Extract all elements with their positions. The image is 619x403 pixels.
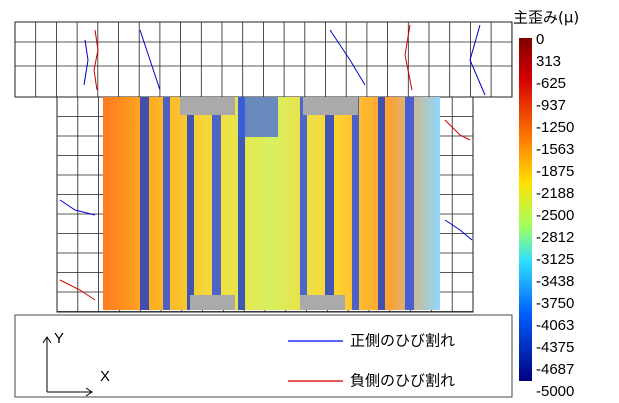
colorbar-tick-label: -625 (536, 75, 566, 92)
colorbar-tick-label: -2500 (536, 207, 574, 224)
colorbar-ticks: 0 313 -625 -937 -1250 -1563 -1875 -2188 -2500 -28… (536, 31, 574, 400)
plate (190, 295, 235, 310)
legend-negative: 負側のひび割れ (350, 372, 455, 390)
plate (180, 97, 235, 115)
stripe (378, 97, 385, 310)
colorbar-tick-label: -5000 (536, 383, 574, 400)
colorbar-tick-label: -4063 (536, 317, 574, 334)
colorbar-tick-label: -2188 (536, 185, 574, 202)
y-axis-label: Y (54, 330, 64, 347)
stripe (187, 97, 194, 310)
colorbar (519, 38, 532, 381)
cracks (59, 24, 486, 301)
stripe (212, 97, 221, 310)
legend-positive: 正側のひび割れ (350, 332, 455, 350)
colorbar-tick-label: -4375 (536, 339, 574, 356)
x-axis-label: X (100, 368, 110, 385)
stripe (238, 97, 245, 310)
legend-box (14, 314, 513, 398)
stripe (325, 97, 334, 310)
colorbar-tick-label: -4687 (536, 361, 574, 378)
stripe (238, 97, 278, 137)
colorbar-tick-label: -3125 (536, 251, 574, 268)
colorbar-tick-label: -1250 (536, 119, 574, 136)
stripe (405, 97, 414, 310)
stripe (163, 97, 170, 310)
strain-stripes (140, 97, 414, 310)
stripe (140, 97, 149, 310)
stripe (352, 97, 359, 310)
colorbar-tick-label: -3438 (536, 273, 574, 290)
colorbar-tick-label: -2812 (536, 229, 574, 246)
axis-arrows (42, 336, 93, 397)
colorbar-tick-label: -1875 (536, 163, 574, 180)
plate (303, 97, 358, 115)
colorbar-title: 主歪み(μ) (513, 9, 579, 27)
colorbar-tick-label: 313 (536, 53, 561, 70)
colorbar-tick-label: 0 (536, 31, 544, 48)
stripe (300, 97, 307, 310)
colorbar-tick-label: -3750 (536, 295, 574, 312)
plate (300, 295, 345, 310)
colorbar-tick-label: -1563 (536, 141, 574, 158)
colorbar-tick-label: -937 (536, 97, 566, 114)
